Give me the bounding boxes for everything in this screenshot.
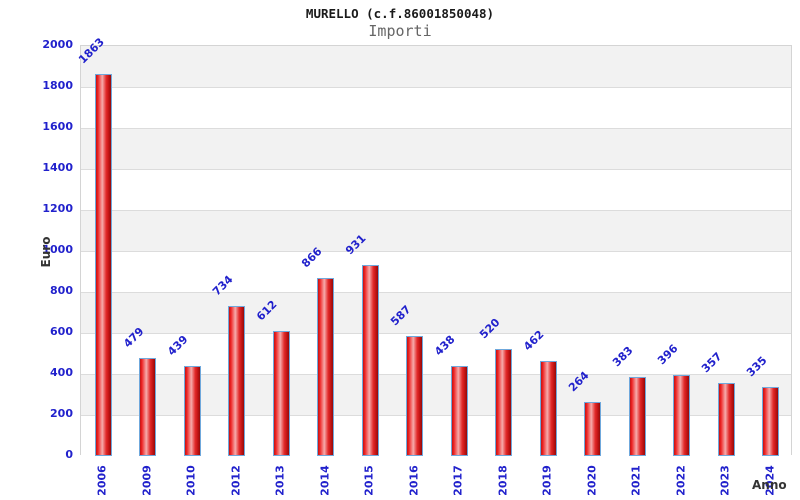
bar-2022 <box>673 374 691 456</box>
gridline <box>81 373 791 375</box>
plot-band <box>81 46 791 87</box>
x-tick-label-2014: 2014 <box>318 465 332 496</box>
gridline <box>81 414 791 416</box>
bar-2023 <box>717 382 735 456</box>
y-tick-label: 1400 <box>42 161 73 174</box>
y-tick-label: 1000 <box>42 243 73 256</box>
x-tick-label-2006: 2006 <box>95 465 109 496</box>
bar-2013 <box>272 330 290 456</box>
plot-area <box>80 45 792 456</box>
x-tick-label-2015: 2015 <box>362 465 376 496</box>
y-tick-label: 1200 <box>42 202 73 215</box>
x-tick-label-2009: 2009 <box>140 465 154 496</box>
bar-2021 <box>628 377 646 456</box>
x-axis-title: Anno <box>752 478 787 492</box>
chart-title: MURELLO (c.f.86001850048) <box>305 6 495 21</box>
plot-band <box>81 210 791 251</box>
gridline <box>81 86 791 88</box>
x-tick-label-2017: 2017 <box>451 465 465 496</box>
bar-2018 <box>495 349 513 456</box>
x-tick-label-2012: 2012 <box>229 465 243 496</box>
y-tick-label: 600 <box>50 325 73 338</box>
bar-2015 <box>361 265 379 456</box>
y-axis-title: Euro <box>39 236 53 268</box>
x-tick-label-2023: 2023 <box>718 465 732 496</box>
gridline <box>81 127 791 129</box>
y-tick-label: 0 <box>65 448 73 461</box>
x-tick-label-2018: 2018 <box>496 465 510 496</box>
x-tick-label-2013: 2013 <box>273 465 287 496</box>
plot-band <box>81 128 791 169</box>
x-tick-label-2010: 2010 <box>184 465 198 496</box>
bar-2020 <box>584 401 602 456</box>
gridline <box>81 209 791 211</box>
y-tick-label: 1800 <box>42 79 73 92</box>
bar-2012 <box>228 305 246 456</box>
y-tick-label: 800 <box>50 284 73 297</box>
bar-2009 <box>139 357 157 456</box>
gridline <box>81 168 791 170</box>
y-tick-label: 200 <box>50 407 73 420</box>
x-tick-label-2019: 2019 <box>540 465 554 496</box>
bar-2019 <box>539 361 557 456</box>
x-tick-label-2016: 2016 <box>407 465 421 496</box>
gridline <box>81 250 791 252</box>
bar-2010 <box>183 366 201 456</box>
bar-2006 <box>94 74 112 456</box>
gridline <box>81 291 791 293</box>
x-tick-label-2020: 2020 <box>585 465 599 496</box>
plot-band <box>81 169 791 210</box>
plot-band <box>81 251 791 292</box>
plot-band <box>81 292 791 333</box>
bar-2024 <box>762 387 780 456</box>
bar-2016 <box>406 335 424 456</box>
x-tick-label-2022: 2022 <box>674 465 688 496</box>
y-tick-label: 400 <box>50 366 73 379</box>
chart-subtitle: Importi <box>368 22 432 40</box>
plot-band <box>81 87 791 128</box>
bar-2014 <box>317 278 335 456</box>
y-tick-label: 1600 <box>42 120 73 133</box>
gridline <box>81 332 791 334</box>
y-tick-label: 2000 <box>42 38 73 51</box>
bar-2017 <box>450 366 468 456</box>
x-tick-label-2021: 2021 <box>629 465 643 496</box>
